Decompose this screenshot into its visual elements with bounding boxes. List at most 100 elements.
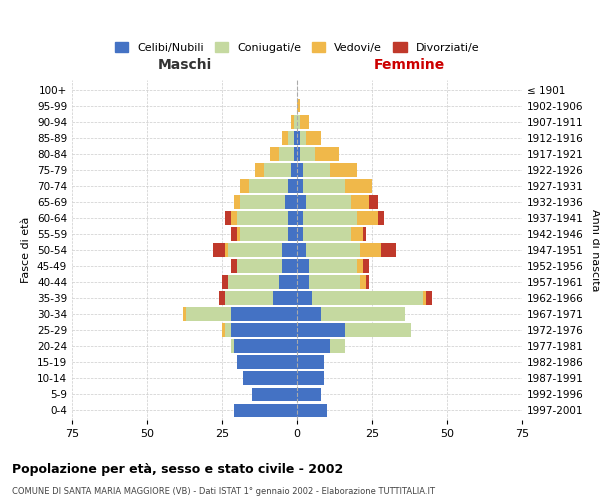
Bar: [303, 163, 330, 176]
Bar: [306, 195, 351, 208]
Text: Maschi: Maschi: [157, 58, 212, 72]
Bar: [279, 147, 294, 160]
Y-axis label: Fasce di età: Fasce di età: [22, 217, 31, 283]
Bar: [237, 259, 282, 273]
Bar: [312, 292, 423, 305]
Bar: [360, 243, 381, 257]
Bar: [288, 179, 297, 192]
Bar: [297, 404, 327, 417]
Bar: [297, 308, 321, 321]
Bar: [270, 147, 279, 160]
Bar: [330, 340, 345, 353]
Bar: [288, 227, 297, 241]
Bar: [255, 163, 264, 176]
Bar: [306, 131, 321, 144]
Bar: [297, 340, 330, 353]
Bar: [282, 131, 288, 144]
Bar: [297, 195, 306, 208]
Bar: [222, 276, 228, 289]
Bar: [231, 340, 234, 353]
Bar: [345, 179, 372, 192]
Bar: [351, 195, 369, 208]
Bar: [426, 292, 432, 305]
Bar: [369, 195, 378, 208]
Bar: [303, 179, 345, 192]
Bar: [294, 115, 297, 128]
Bar: [297, 131, 300, 144]
Bar: [378, 211, 384, 224]
Bar: [288, 211, 297, 224]
Bar: [297, 324, 345, 337]
Bar: [213, 243, 225, 257]
Bar: [249, 179, 288, 192]
Bar: [297, 356, 324, 369]
Bar: [231, 227, 237, 241]
Bar: [300, 131, 306, 144]
Bar: [219, 292, 225, 305]
Text: Femmine: Femmine: [374, 58, 445, 72]
Bar: [240, 227, 288, 241]
Bar: [297, 163, 303, 176]
Bar: [297, 276, 309, 289]
Bar: [285, 195, 297, 208]
Bar: [228, 243, 282, 257]
Bar: [291, 163, 297, 176]
Bar: [291, 115, 294, 128]
Bar: [300, 115, 309, 128]
Bar: [294, 147, 297, 160]
Bar: [294, 131, 297, 144]
Bar: [240, 195, 285, 208]
Bar: [282, 243, 297, 257]
Bar: [300, 147, 315, 160]
Bar: [303, 211, 357, 224]
Bar: [363, 227, 366, 241]
Bar: [231, 308, 297, 321]
Bar: [237, 227, 240, 241]
Bar: [297, 227, 303, 241]
Bar: [243, 372, 297, 385]
Bar: [297, 211, 303, 224]
Legend: Celibi/Nubili, Coniugati/e, Vedovi/e, Divorziati/e: Celibi/Nubili, Coniugati/e, Vedovi/e, Di…: [110, 38, 484, 58]
Bar: [225, 211, 231, 224]
Bar: [297, 292, 312, 305]
Bar: [288, 131, 294, 144]
Bar: [297, 115, 300, 128]
Text: COMUNE DI SANTA MARIA MAGGIORE (VB) - Dati ISTAT 1° gennaio 2002 - Elaborazione : COMUNE DI SANTA MARIA MAGGIORE (VB) - Da…: [12, 488, 435, 496]
Bar: [234, 404, 297, 417]
Bar: [225, 292, 273, 305]
Bar: [279, 276, 297, 289]
Bar: [228, 276, 279, 289]
Y-axis label: Anni di nascita: Anni di nascita: [590, 209, 600, 291]
Bar: [351, 227, 363, 241]
Bar: [303, 227, 351, 241]
Bar: [225, 324, 231, 337]
Bar: [297, 147, 300, 160]
Bar: [273, 292, 297, 305]
Bar: [282, 259, 297, 273]
Bar: [225, 243, 228, 257]
Bar: [252, 388, 297, 401]
Bar: [357, 211, 378, 224]
Bar: [186, 308, 231, 321]
Bar: [297, 372, 324, 385]
Bar: [237, 211, 288, 224]
Bar: [321, 308, 405, 321]
Bar: [222, 324, 225, 337]
Bar: [231, 211, 237, 224]
Bar: [240, 179, 249, 192]
Bar: [363, 259, 369, 273]
Bar: [297, 388, 321, 401]
Bar: [234, 340, 297, 353]
Bar: [345, 324, 411, 337]
Bar: [297, 99, 300, 112]
Bar: [231, 259, 237, 273]
Bar: [381, 243, 396, 257]
Bar: [309, 259, 357, 273]
Bar: [357, 259, 363, 273]
Bar: [315, 147, 339, 160]
Bar: [306, 243, 360, 257]
Bar: [297, 243, 306, 257]
Bar: [234, 195, 240, 208]
Bar: [237, 356, 297, 369]
Bar: [309, 276, 360, 289]
